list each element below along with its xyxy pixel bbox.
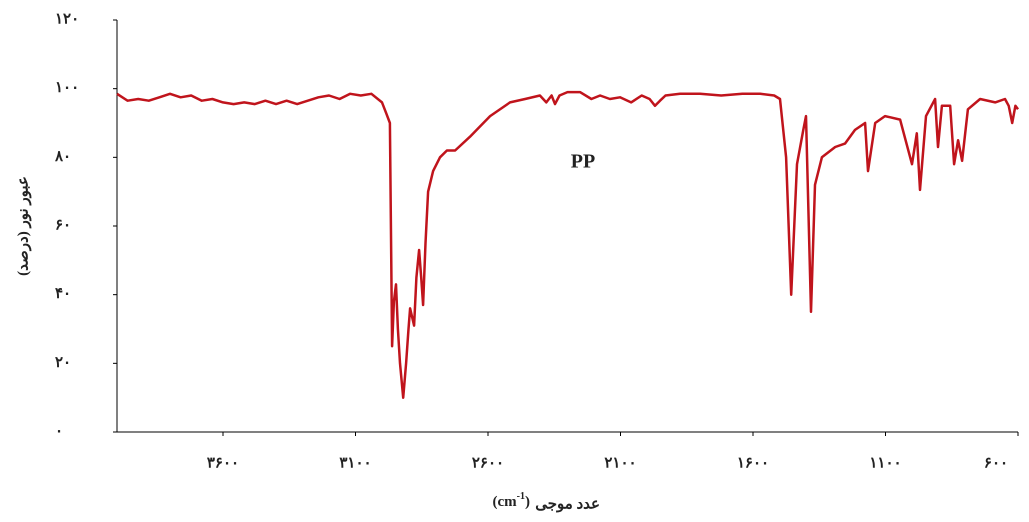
y-tick-label: ۴۰ — [55, 286, 71, 302]
y-tick-label: ۱۰۰ — [55, 80, 79, 96]
unit-exponent: -1 — [517, 491, 525, 502]
x-tick-label: ۳۱۰۰ — [339, 455, 371, 471]
x-axis-label: عدد موجی — [535, 496, 600, 512]
y-tick-label: ۸۰ — [54, 149, 71, 165]
x-tick-label: ۱۱۰۰ — [869, 455, 901, 471]
y-tick-label: ۲۰ — [55, 355, 71, 371]
unit-close: ) — [525, 494, 530, 510]
annotation: PP — [571, 151, 595, 173]
x-tick-label: ۲۱۰۰ — [604, 455, 636, 471]
y-tick-label: ۶۰ — [55, 217, 71, 233]
y-axis-label: عبور نور (درصد) — [15, 176, 31, 276]
spectrum-line — [116, 90, 1020, 399]
y-tick-label: ۱۲۰ — [55, 11, 79, 27]
x-tick-label: ۱۶۰۰ — [737, 455, 769, 471]
y-tick-label: ۰ — [55, 423, 63, 439]
x-tick-label: ۳۶۰۰ — [207, 455, 239, 471]
x-axis-unit: (cm-1) — [493, 491, 531, 510]
unit-open: (cm — [493, 494, 518, 510]
x-tick-label: ۶۰۰ — [984, 455, 1008, 471]
x-tick-label: ۲۶۰۰ — [472, 455, 504, 471]
